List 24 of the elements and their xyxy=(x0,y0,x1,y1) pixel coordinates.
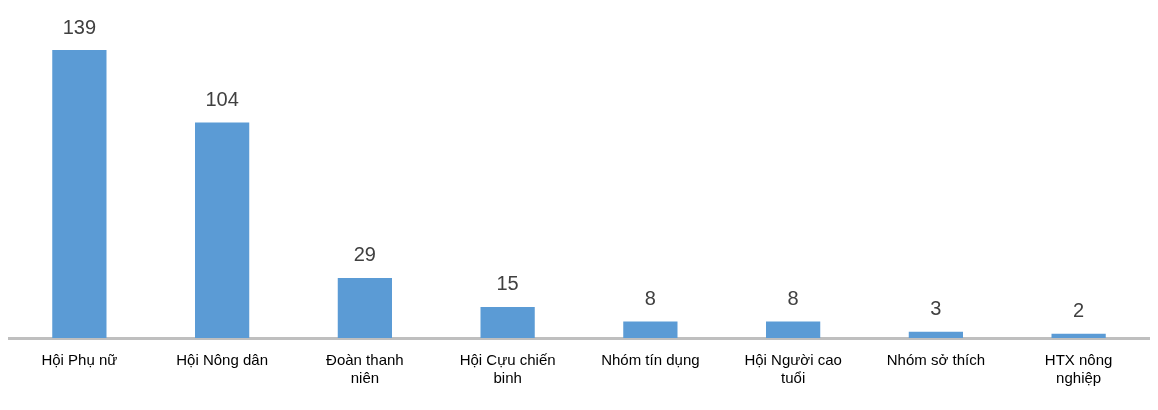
data-label: 29 xyxy=(353,243,376,266)
x-tick-label: Hội Phụ nữ xyxy=(41,351,118,369)
x-tick-label: Nhóm sở thích xyxy=(886,351,985,369)
x-tick-label: HTX nông nghiệp xyxy=(1044,351,1113,387)
data-label: 15 xyxy=(496,272,519,295)
data-label: 2 xyxy=(1073,299,1085,322)
x-tick-label: Hội Nông dân xyxy=(176,351,268,369)
bar xyxy=(337,277,392,338)
bar xyxy=(1051,333,1106,338)
bar xyxy=(623,321,678,338)
data-label: 139 xyxy=(62,15,97,38)
data-label: 3 xyxy=(930,297,942,320)
bar xyxy=(480,306,535,338)
x-tick-label: Đoàn thanh niên xyxy=(326,351,404,387)
bar xyxy=(766,321,821,338)
data-label: 104 xyxy=(205,88,239,111)
x-tick-label: Nhóm tín dụng xyxy=(601,351,700,369)
bar xyxy=(52,50,107,338)
data-label: 8 xyxy=(787,286,799,309)
bar xyxy=(908,331,963,338)
x-tick-label: Hội Người cao tuổi xyxy=(744,351,842,387)
data-label: 8 xyxy=(644,286,656,309)
bar xyxy=(195,122,250,338)
x-tick-label: Hội Cựu chiến binh xyxy=(459,351,556,387)
